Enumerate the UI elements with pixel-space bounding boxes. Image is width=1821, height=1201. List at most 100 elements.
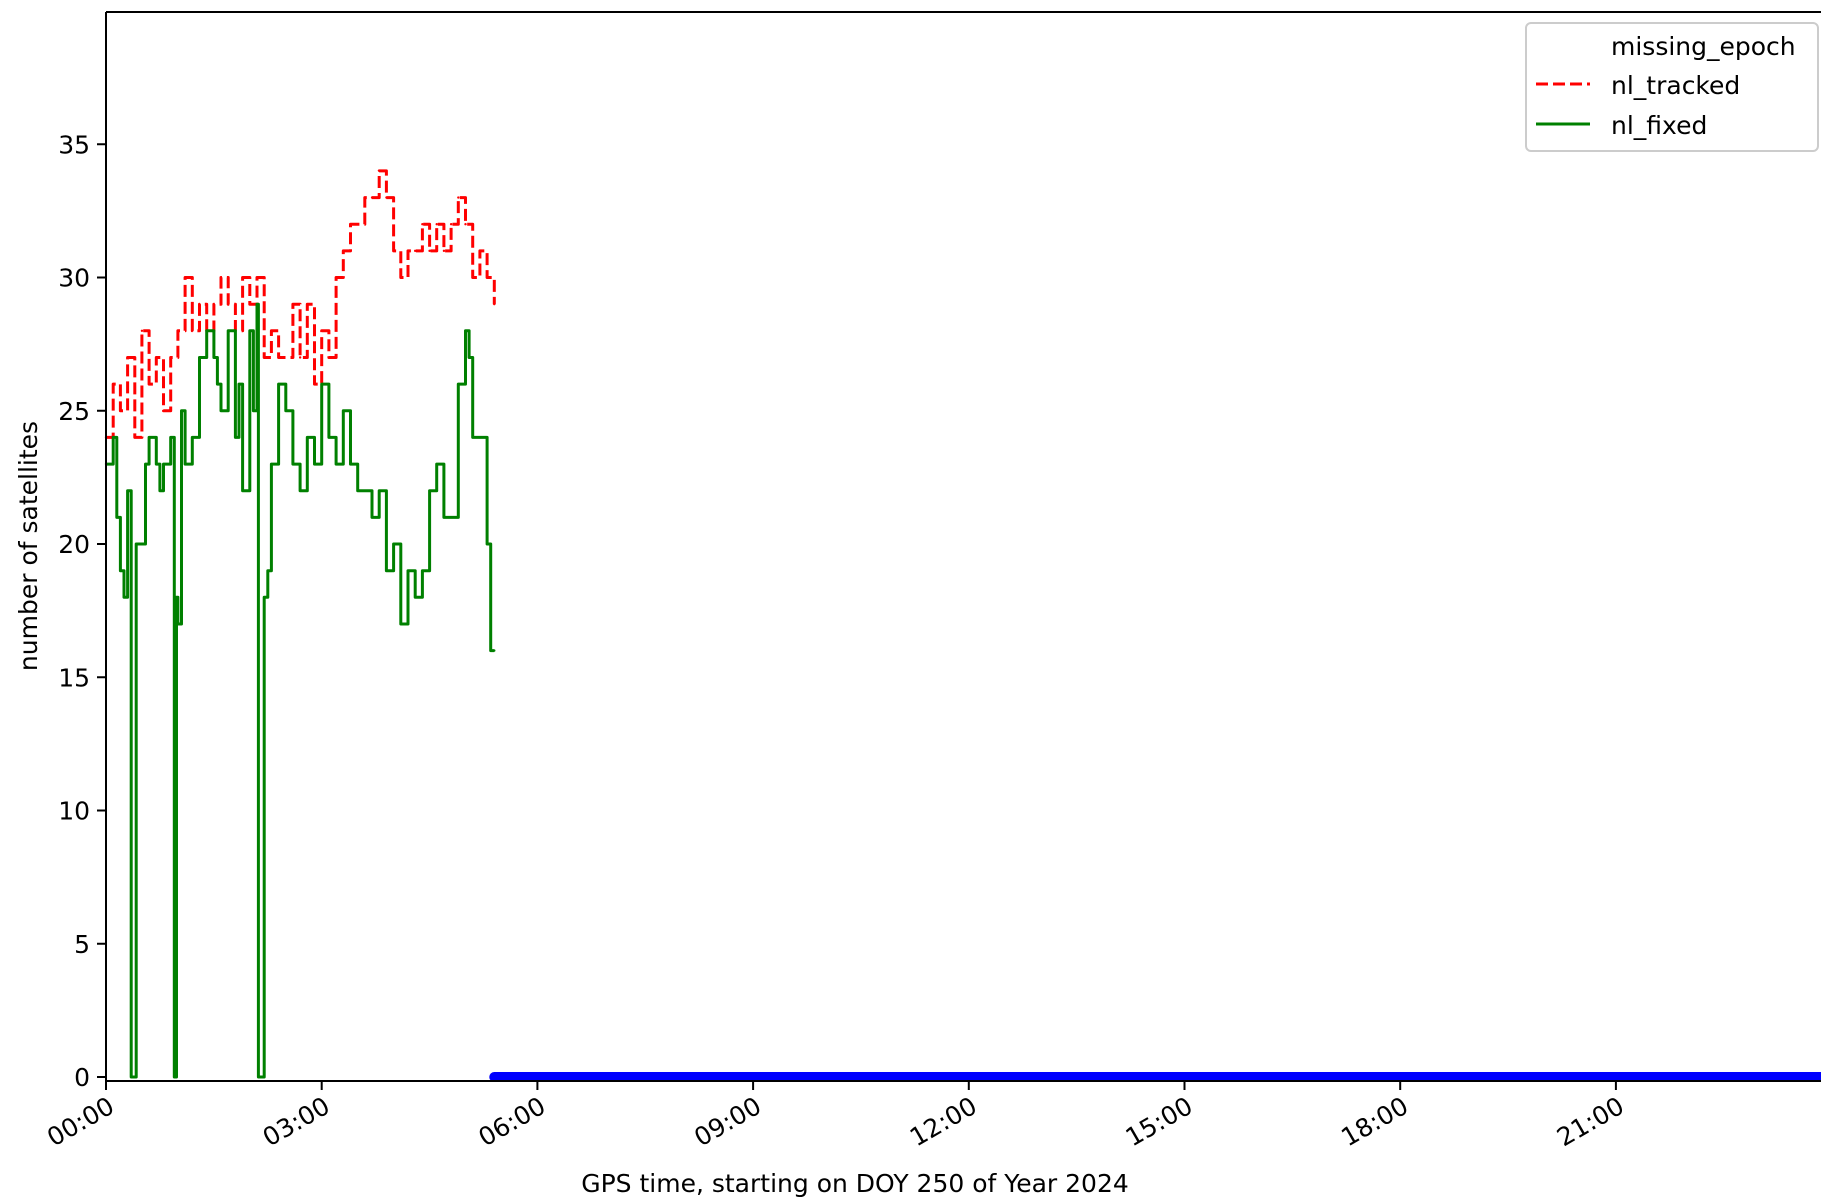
series-nl-fixed-point [216,382,219,386]
series-nl-tracked-point [176,329,180,332]
series-nl-fixed-point [493,649,496,652]
series-nl-fixed-point [306,436,309,439]
plot-area [106,12,1821,1081]
x-tick-label: 09:00 [689,1091,766,1152]
series-nl-fixed-point [485,542,489,546]
series-nl-tracked-point [449,223,453,226]
series-nl-fixed-point [442,516,446,519]
series-nl-fixed-point [183,462,187,466]
series-nl-tracked-point [133,436,136,439]
series-nl-fixed-point [349,462,352,466]
y-tick-label: 10 [58,797,90,826]
series-nl-fixed-point [277,382,280,386]
series-nl-fixed-point [241,489,244,492]
series-nl-tracked-point [169,356,172,359]
series-nl-fixed-point [370,516,374,519]
series-nl-fixed-point [126,489,129,492]
series-nl-fixed-point [111,436,115,439]
series-nl-tracked-point [349,223,352,226]
series-nl-tracked-point [399,276,402,279]
series-nl-tracked-point [262,356,266,359]
series-nl-fixed-point [392,542,395,546]
series-nl-fixed-point [428,489,431,492]
series-nl-tracked-point [219,276,223,279]
series-nl-fixed-point [356,489,359,492]
series-nl-fixed-point [478,436,482,439]
series-nl-fixed-point [313,462,316,466]
series-nl-tracked-point [370,196,374,199]
series-nl-fixed-point [270,462,273,466]
series-nl-fixed-point [144,462,147,466]
legend-label-nl-fixed: nl_fixed [1611,111,1707,140]
series-nl-tracked-point [255,276,259,279]
legend-label-nl-tracked: nl_tracked [1611,71,1740,100]
series-nl-fixed-point [198,356,201,359]
series-nl-tracked-point [356,223,359,226]
series-nl-tracked-point [342,249,345,253]
series-nl-fixed-point [252,409,255,412]
series-nl-fixed-point [291,462,295,466]
series-nl-fixed-point [399,622,402,626]
series-nl-tracked-point [442,249,446,253]
x-tick-label: 06:00 [474,1091,551,1152]
series-nl-tracked-point [111,382,115,386]
series-nl-fixed-point [284,409,287,412]
series-nl-fixed-point [266,569,269,572]
legend-entry-nl-fixed: nl_fixed [1536,111,1707,140]
series-nl-tracked-point [385,196,388,199]
series-nl-fixed-point [334,462,338,466]
series-nl-fixed-point [133,1075,136,1079]
legend-entry-nl-tracked: nl_tracked [1536,71,1740,100]
series-nl-fixed-point [464,329,467,332]
series-nl-fixed-point [385,569,388,572]
series-nl-fixed-point [158,489,162,492]
series-nl-tracked-point [277,356,280,359]
series-nl-fixed-point [180,409,183,412]
series-nl-fixed-point [129,1075,133,1079]
series-nl-fixed-point [489,649,492,652]
series-nl-fixed-point [255,302,259,306]
x-tick-label: 18:00 [1336,1091,1413,1152]
series-nl-tracked-line [106,169,496,439]
series-nl-tracked-point [291,302,295,306]
series-nl-tracked-point [457,196,460,199]
legend-label-missing-epoch: missing_epoch [1611,32,1796,61]
series-nl-fixed-point [115,516,118,519]
series-nl-tracked-point [406,249,410,253]
series-nl-fixed-point [262,596,266,599]
series-nl-fixed-point [237,382,241,386]
series-nl-tracked-point [306,302,309,306]
series-nl-fixed-point [162,462,165,466]
series-layer [104,169,1821,1082]
series-nl-fixed-point [119,569,122,572]
series-nl-tracked-point [435,223,438,226]
series-nl-fixed-point [378,489,381,492]
x-tick-label: 12:00 [905,1091,982,1152]
series-nl-fixed-point [320,382,323,386]
series-nl-fixed-point [147,436,151,439]
y-tick-label: 5 [74,930,90,959]
series-nl-tracked-point [248,302,251,306]
series-nl-fixed-point [467,356,471,359]
series-nl-tracked-point [241,276,244,279]
series-nl-fixed-point [134,542,138,546]
series-nl-tracked-point [313,382,316,386]
series-nl-fixed-point [406,569,410,572]
series-nl-fixed-point [363,489,367,492]
series-nl-fixed-point [261,1075,264,1079]
series-nl-fixed-point [449,516,453,519]
y-tick-label: 30 [58,264,90,293]
series-nl-tracked-point [119,409,122,412]
series-nl-tracked-point [270,329,273,332]
y-tick-label: 35 [58,130,90,159]
series-nl-tracked-point [162,409,165,412]
y-ticks: 0 5 10 15 20 25 30 35 [58,130,106,1092]
series-nl-tracked-point [378,169,381,173]
series-nl-fixed-point [173,1075,176,1079]
series-nl-tracked-point [298,356,302,359]
x-tick-label: 21:00 [1552,1091,1629,1152]
series-nl-fixed-point [175,596,178,599]
series-nl-tracked-point [428,249,431,253]
legend: missing_epoch nl_tracked nl_fixed [1525,22,1819,152]
